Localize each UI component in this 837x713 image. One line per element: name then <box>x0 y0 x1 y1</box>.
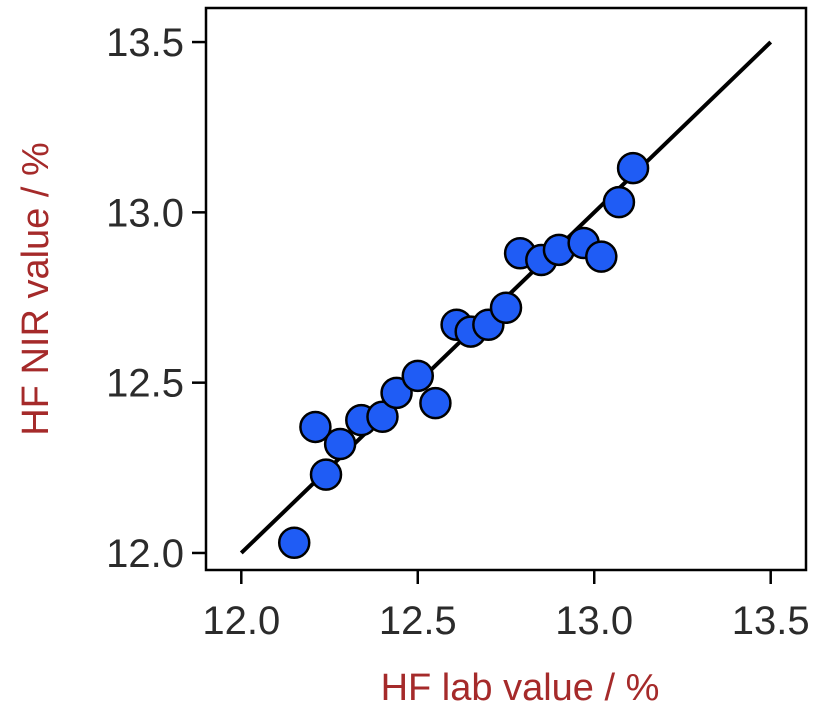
data-point <box>602 185 636 219</box>
x-axis-title: HF lab value / % <box>381 667 660 709</box>
data-point <box>299 410 332 444</box>
data-points <box>277 151 650 560</box>
y-tick-label: 12.0 <box>106 532 184 576</box>
data-point <box>380 376 413 410</box>
plot-frame <box>204 6 808 572</box>
data-point <box>366 400 399 433</box>
y-tick-label: 12.5 <box>106 362 184 406</box>
data-point <box>401 359 435 393</box>
x-tick-label: 12.5 <box>379 599 457 643</box>
data-point <box>585 240 618 273</box>
axis-ticks: 12.0 12.5 13.0 13.5 12.0 12.5 13.0 13.5 <box>106 21 809 643</box>
data-point <box>489 291 523 324</box>
y-axis-title: HF NIR value / % <box>15 142 57 436</box>
x-tick-label: 12.0 <box>202 599 280 643</box>
data-point <box>616 151 650 185</box>
data-point <box>277 526 311 560</box>
data-point <box>309 458 343 491</box>
x-tick-label: 13.5 <box>732 599 810 643</box>
y-tick-label: 13.0 <box>106 191 184 235</box>
data-point <box>323 427 357 461</box>
x-tick-label: 13.0 <box>555 599 633 643</box>
data-point <box>419 386 452 420</box>
y-tick-label: 13.5 <box>106 21 184 65</box>
